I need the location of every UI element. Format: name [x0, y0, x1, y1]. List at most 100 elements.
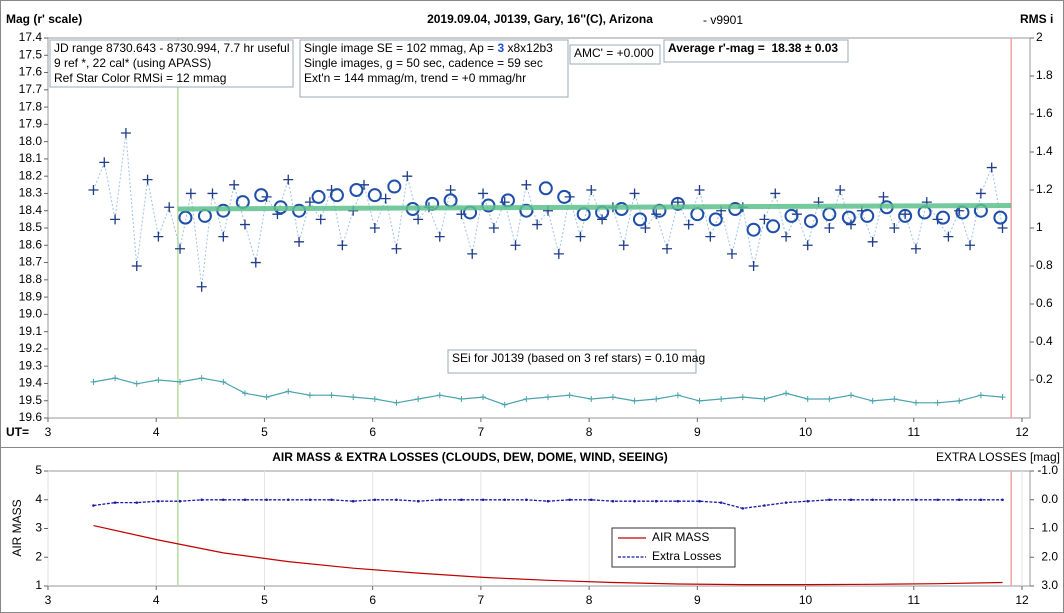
point-cross: [207, 188, 218, 199]
y2-tick-label: 0.8: [1036, 258, 1053, 272]
rms-point: [501, 401, 508, 408]
y-tick-label: 17.9: [19, 117, 43, 131]
x-axis-label: UT=: [6, 425, 29, 439]
point-circle: [670, 196, 685, 211]
point-cross: [770, 188, 781, 199]
series-point: [243, 498, 247, 502]
x-tick-label: 6: [369, 593, 376, 607]
point-cross: [110, 214, 121, 225]
legend-box: [611, 527, 736, 568]
note-text-part: Single image SE = 102 mmag, Ap =: [304, 41, 497, 55]
point-cross: [250, 257, 261, 268]
note-text: Single image SE = 102 mmag, Ap = 3 x8x12…: [304, 41, 553, 55]
rms-point: [804, 396, 811, 402]
point-circle: [746, 222, 761, 237]
note-text: Single images, g = 50 sec, cadence = 59 …: [304, 56, 543, 70]
point-circle: [349, 183, 364, 197]
rms-point: [999, 394, 1006, 401]
point-cross: [120, 128, 131, 138]
point-cross: [391, 243, 402, 254]
rms-point: [696, 397, 703, 404]
rms-point: [761, 396, 768, 402]
series-point: [763, 504, 766, 507]
series-point: [719, 501, 723, 504]
x-tick-label: 6: [369, 425, 376, 439]
series-point: [784, 501, 788, 504]
note-text-part: 3: [497, 41, 504, 55]
point-cross: [99, 157, 110, 168]
y-tick-label: 18.9: [19, 289, 43, 303]
point-cross: [975, 188, 986, 199]
series-point: [416, 499, 420, 503]
point-cross: [694, 185, 705, 195]
rms-point: [328, 392, 335, 399]
x-tick-label: 9: [694, 425, 701, 439]
point-cross: [185, 188, 196, 199]
point-cross: [640, 223, 651, 233]
rms-point: [674, 392, 681, 399]
y2-tick-label: 0.0: [1041, 492, 1058, 506]
note-box: [299, 39, 569, 98]
rms-point: [848, 392, 855, 399]
series-point: [849, 498, 853, 502]
x-tick-label: 3: [45, 593, 52, 607]
point-cross: [510, 240, 521, 251]
x-tick-label: 10: [799, 425, 813, 439]
point-cross: [337, 240, 348, 251]
rms-point: [934, 399, 941, 406]
note-box: [49, 39, 294, 88]
point-cross: [553, 248, 564, 259]
y2-tick-label: 0.4: [1036, 334, 1053, 348]
point-circle: [766, 219, 781, 234]
point-circle: [993, 210, 1008, 225]
series-point: [503, 498, 506, 502]
point-cross: [705, 231, 716, 242]
point-cross: [802, 240, 813, 251]
note-text: Average r'-mag = 18.38 ± 0.03: [668, 41, 838, 55]
point-cross: [88, 185, 99, 195]
plot-frame: [47, 470, 1031, 587]
x-tick-label: 8: [586, 593, 593, 607]
series-point: [178, 499, 182, 503]
point-cross: [413, 214, 424, 225]
y-tick-label: 1: [35, 578, 42, 592]
y-tick-label: 17.5: [19, 47, 43, 61]
note-text: 9 ref *, 22 cal* (using APASS): [54, 56, 211, 70]
point-cross: [824, 223, 835, 233]
rms-point: [912, 399, 919, 406]
point-cross: [781, 231, 792, 242]
y2-tick-label: 0.6: [1036, 296, 1053, 310]
x-tick-label: 8: [586, 425, 593, 439]
y-tick-label: 3: [35, 521, 42, 535]
point-cross: [748, 261, 759, 271]
point-cross: [175, 243, 186, 254]
note-box: [569, 44, 661, 65]
point-cross: [283, 174, 294, 185]
series-point: [633, 499, 636, 503]
series-point: [157, 499, 160, 503]
x-tick-label: 5: [261, 593, 268, 607]
series-point: [871, 498, 874, 502]
rms-point: [826, 396, 833, 402]
rms-point: [177, 378, 184, 385]
series-point: [611, 499, 615, 503]
y-tick-label: 17.6: [19, 65, 43, 79]
y-tick-label: 2: [35, 549, 42, 563]
rms-point: [891, 396, 898, 402]
point-cross: [445, 185, 456, 195]
point-cross: [835, 185, 846, 195]
point-cross: [726, 248, 737, 259]
y2-tick-label: 1.8: [1036, 68, 1053, 82]
point-cross: [164, 202, 175, 213]
y-tick-label: 18.8: [19, 272, 43, 286]
rms-point: [371, 396, 378, 402]
rms-point: [263, 394, 270, 401]
series-point: [113, 501, 117, 504]
series-point: [828, 498, 831, 502]
y2-tick-label: 3.0: [1041, 578, 1058, 592]
series-point: [914, 498, 918, 502]
x-tick-label: 3: [45, 425, 52, 439]
series-point: [373, 498, 377, 502]
point-cross: [878, 191, 889, 202]
point-cross: [651, 209, 662, 220]
